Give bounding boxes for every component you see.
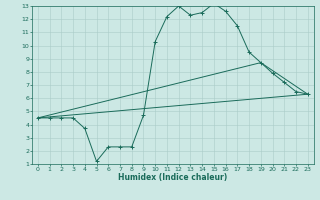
X-axis label: Humidex (Indice chaleur): Humidex (Indice chaleur) xyxy=(118,173,228,182)
